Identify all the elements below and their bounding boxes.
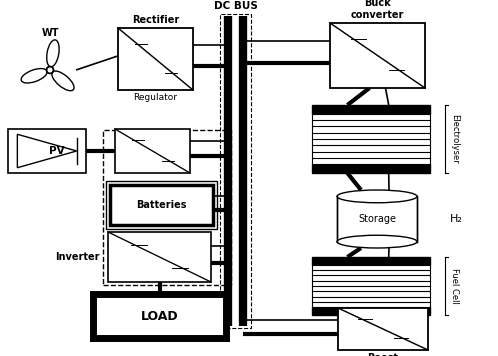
Bar <box>115 129 190 173</box>
Text: Inverter: Inverter <box>55 252 100 262</box>
Text: Regulator: Regulator <box>133 93 177 102</box>
Bar <box>312 105 430 114</box>
Bar <box>103 130 231 285</box>
Bar <box>106 181 217 229</box>
Circle shape <box>47 67 53 73</box>
Text: Boost: Boost <box>368 353 398 356</box>
Ellipse shape <box>337 235 417 248</box>
Ellipse shape <box>337 190 417 203</box>
Bar <box>338 308 428 350</box>
Bar <box>337 197 417 242</box>
Circle shape <box>47 67 53 73</box>
Bar <box>220 14 251 328</box>
Polygon shape <box>17 134 77 168</box>
Ellipse shape <box>47 40 59 67</box>
Text: Storage: Storage <box>358 214 396 224</box>
Text: Electrolyser: Electrolyser <box>450 114 459 164</box>
Text: WT: WT <box>41 28 59 38</box>
Bar <box>108 232 211 282</box>
Bar <box>312 114 430 164</box>
Text: DC BUS: DC BUS <box>214 1 257 11</box>
Text: Rectifier: Rectifier <box>132 15 179 25</box>
Text: Fuel Cell: Fuel Cell <box>450 268 459 304</box>
Bar <box>312 308 430 315</box>
Text: PV: PV <box>48 146 64 156</box>
Ellipse shape <box>52 71 74 91</box>
Text: Buck
converter: Buck converter <box>351 0 404 20</box>
Bar <box>110 185 213 225</box>
Bar <box>93 294 226 338</box>
Bar <box>330 23 425 88</box>
Bar <box>8 129 86 173</box>
Text: H₂: H₂ <box>450 214 463 224</box>
Bar <box>312 164 430 173</box>
Bar <box>118 28 193 90</box>
Bar <box>312 265 430 308</box>
Bar <box>312 257 430 265</box>
Text: LOAD: LOAD <box>141 309 178 323</box>
Text: Batteries: Batteries <box>136 200 187 210</box>
Ellipse shape <box>21 69 47 83</box>
